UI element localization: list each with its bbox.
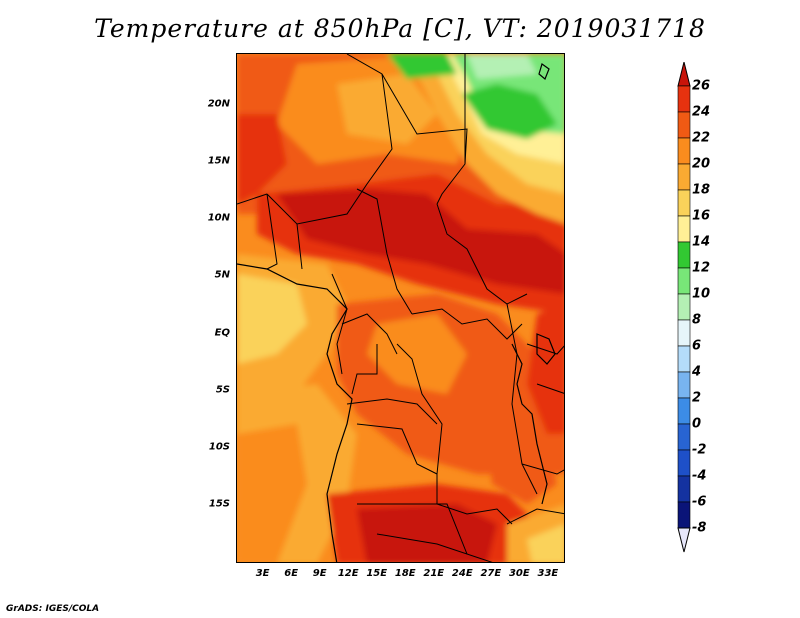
colorbar-level-label: 18 [692,182,711,198]
colorbar-level-label: 12 [692,260,711,276]
colorbar-level-label: -8 [692,520,707,536]
lat-tick-label: 5N [214,269,230,281]
colorbar-segment [677,267,691,295]
colorbar-level-label: 16 [692,208,711,224]
temperature-field [237,54,564,562]
map-title: Temperature at 850hPa [C], VT: 201903171… [94,14,706,43]
lon-tick-label: 21E [423,568,445,579]
colorbar-segment [677,371,691,399]
colorbar-level-label: -6 [692,494,707,510]
colorbar-segment [677,163,691,191]
colorbar-segment [677,241,691,269]
colorbar-segment [677,397,691,425]
lon-tick-label: 30E [508,568,530,579]
lon-tick-label: 18E [394,568,416,579]
lat-tick-label: 15S [208,498,230,510]
colorbar-segment [677,423,691,451]
colorbar-level-label: 10 [692,286,711,302]
colorbar-level-label: 4 [692,364,702,380]
colorbar-top-arrow [677,62,691,87]
temperature-map [236,53,565,563]
colorbar-level-label: -4 [692,468,707,484]
lat-tick-label: 10S [208,441,230,453]
colorbar-segment [677,475,691,503]
colorbar-level-label: 22 [692,130,711,146]
colorbar-level-label: -2 [692,442,707,458]
colorbar-segment [677,501,691,529]
colorbar-segment [677,345,691,373]
lat-tick-label: 20N [207,98,230,110]
lon-tick-label: 33E [537,568,559,579]
lon-tick-label: 15E [366,568,388,579]
country-borders [237,54,564,562]
colorbar-segment [677,189,691,217]
colorbar [677,62,691,553]
colorbar-level-label: 14 [692,234,711,250]
colorbar-level-label: 26 [692,78,711,94]
colorbar-level-label: 6 [692,338,702,354]
lat-tick-label: 15N [207,155,230,167]
temperature-contours [237,54,564,562]
lon-tick-label: 24E [451,568,473,579]
colorbar-level-label: 0 [692,416,702,432]
colorbar-segment [677,137,691,165]
colorbar-segment [677,293,691,321]
lat-tick-label: EQ [214,327,230,339]
lat-tick-label: 5S [215,384,230,396]
colorbar-segment [677,319,691,347]
colorbar-level-label: 20 [692,156,711,172]
lon-tick-label: 12E [337,568,359,579]
lat-tick-label: 10N [207,212,230,224]
colorbar-level-label: 24 [692,104,711,120]
coastlines [237,63,556,562]
colorbar-level-label: 2 [692,390,702,406]
colorbar-segment [677,111,691,139]
lon-tick-label: 9E [312,568,327,579]
grads-credit: GrADS: IGES/COLA [6,604,100,614]
colorbar-bottom-arrow [677,527,691,553]
lon-tick-label: 27E [480,568,502,579]
colorbar-level-label: 8 [692,312,702,328]
colorbar-segment [677,85,691,113]
lon-tick-label: 3E [255,568,270,579]
colorbar-segment [677,449,691,477]
lon-tick-label: 6E [284,568,299,579]
colorbar-segment [677,215,691,243]
